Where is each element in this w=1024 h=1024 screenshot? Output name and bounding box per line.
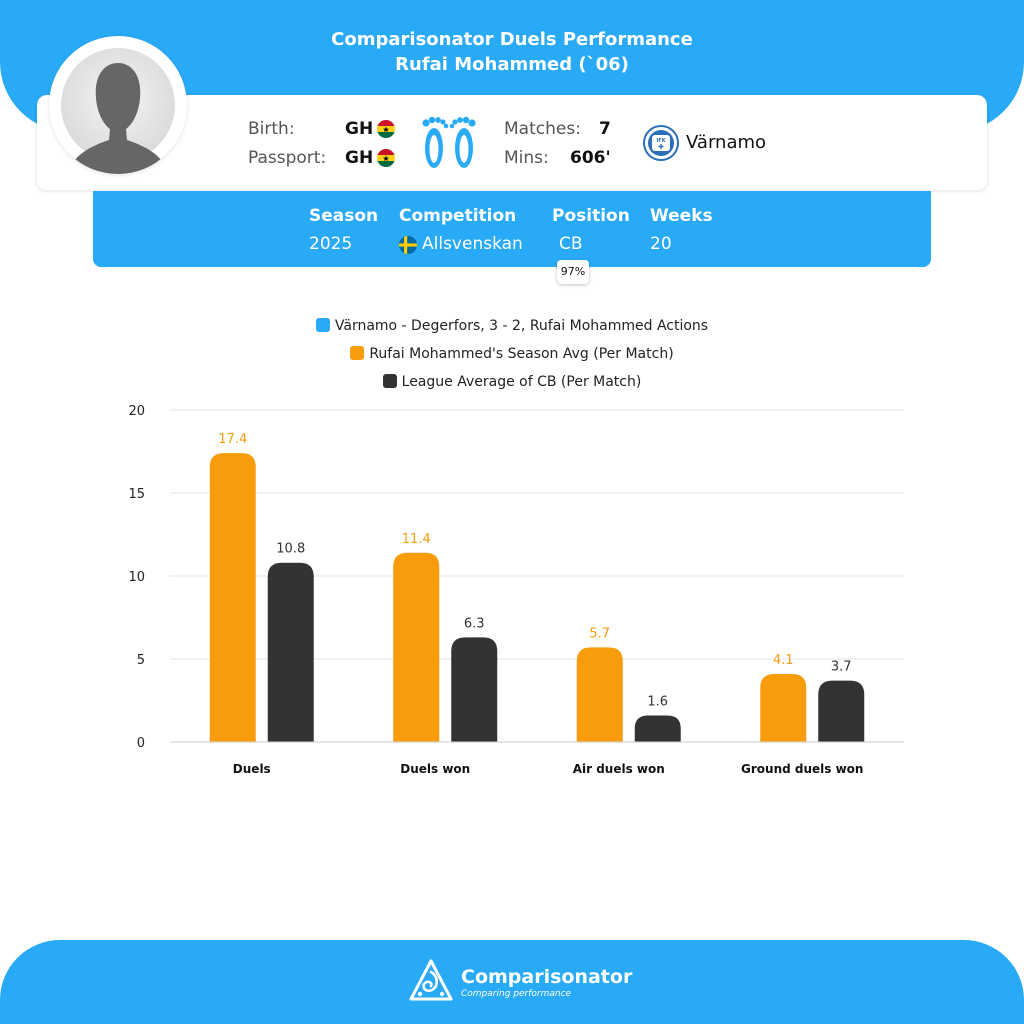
weeks-value: 20 <box>650 234 672 254</box>
bar <box>209 453 256 742</box>
legend-label: Värnamo - Degerfors, 3 - 2, Rufai Mohamm… <box>334 318 709 334</box>
bar <box>818 680 865 742</box>
legend-label: League Average of CB (Per Match) <box>401 374 642 390</box>
y-tick-label: 5 <box>137 653 145 668</box>
matches-value: 7 <box>599 119 611 139</box>
comparisonator-logo-icon <box>409 959 453 1001</box>
data-label: 4.1 <box>773 653 794 668</box>
footer-brand: Comparisonator <box>461 966 633 988</box>
data-label: 1.6 <box>647 694 668 709</box>
page-title: Comparisonator Duels Performance Rufai M… <box>0 27 1024 77</box>
position-label: Position <box>552 206 630 226</box>
title-line-1: Comparisonator Duels Performance <box>331 29 693 50</box>
player-info-card <box>37 95 987 190</box>
y-tick-label: 15 <box>128 487 145 502</box>
birth-label: Birth: <box>248 119 295 139</box>
sweden-flag-icon <box>399 236 417 254</box>
legend-item-league-avg: League Average of CB (Per Match) <box>0 374 1024 390</box>
player-silhouette-icon <box>61 48 175 174</box>
legend-label: Rufai Mohammed's Season Avg (Per Match) <box>369 346 674 362</box>
bar <box>760 673 807 742</box>
data-label: 17.4 <box>218 432 247 447</box>
weeks-label: Weeks <box>650 206 713 226</box>
bar <box>267 562 314 742</box>
competition-label: Competition <box>399 206 517 226</box>
data-label: 3.7 <box>831 660 852 675</box>
birth-value: GH <box>345 119 374 139</box>
season-label: Season <box>309 206 379 226</box>
position-percentage-badge: 97% <box>557 260 589 284</box>
bar <box>634 715 681 742</box>
player-avatar <box>49 36 187 174</box>
bar <box>576 647 623 742</box>
ghana-flag-icon <box>377 120 395 138</box>
passport-label: Passport: <box>248 148 327 168</box>
matches-label: Matches: <box>504 119 581 139</box>
x-tick-label: Duels won <box>400 762 470 776</box>
legend-swatch-blue <box>315 318 330 332</box>
data-label: 6.3 <box>464 616 485 631</box>
duels-bar-chart: 0 5 10 15 20 17.4 10.8 Duels 11.4 6.3 Duels won 5.7… <box>128 404 904 776</box>
data-label: 5.7 <box>589 626 610 641</box>
mins-value: 606' <box>570 148 611 168</box>
x-tick-label: Duels <box>233 762 271 776</box>
data-label: 10.8 <box>276 542 305 557</box>
both-feet-icon <box>422 116 476 168</box>
y-tick-label: 10 <box>128 570 145 585</box>
competition-value: Allsvenskan <box>422 234 523 254</box>
legend-swatch-orange <box>350 346 365 360</box>
footer-banner <box>0 940 1024 1024</box>
bar <box>393 552 440 742</box>
legend-swatch-dark <box>382 374 397 388</box>
title-line-2: Rufai Mohammed (`06) <box>395 54 629 75</box>
y-tick-label: 0 <box>137 736 145 751</box>
y-tick-label: 20 <box>128 404 145 419</box>
season-info-band <box>93 191 931 267</box>
passport-value: GH <box>345 148 374 168</box>
x-tick-label: Ground duels won <box>741 762 863 776</box>
club-crest-text: IFK <box>656 138 666 144</box>
mins-label: Mins: <box>504 148 549 168</box>
bar <box>451 637 498 742</box>
legend-item-match-actions: Värnamo - Degerfors, 3 - 2, Rufai Mohamm… <box>0 318 1024 334</box>
club-name: Värnamo <box>686 132 767 153</box>
x-tick-label: Air duels won <box>573 762 665 776</box>
club-crest-icon: IFK <box>643 125 679 161</box>
footer-tagline: Comparing performance <box>461 989 572 999</box>
position-value: CB <box>559 234 583 254</box>
data-label: 11.4 <box>402 532 431 547</box>
season-value: 2025 <box>309 234 353 254</box>
ghana-flag-icon <box>377 149 395 167</box>
legend-item-season-avg: Rufai Mohammed's Season Avg (Per Match) <box>0 346 1024 362</box>
